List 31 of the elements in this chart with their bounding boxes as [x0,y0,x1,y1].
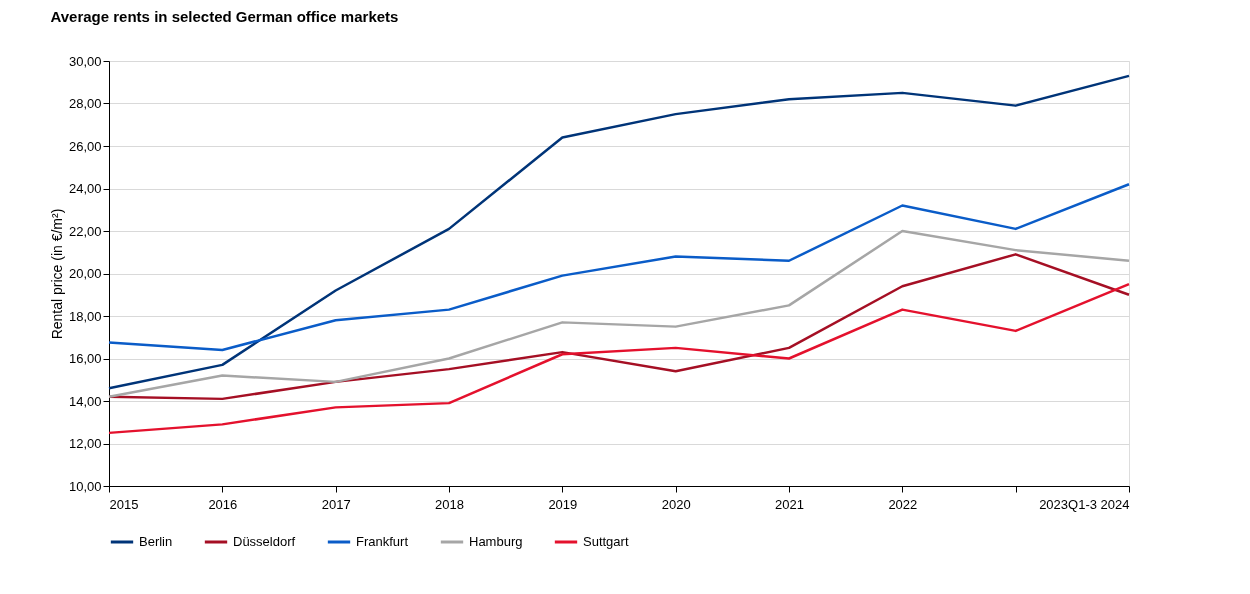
y-tick-label: 14,00 [68,393,102,409]
legend-label: Berlin [139,534,173,549]
y-tick-label: 22,00 [68,223,102,239]
y-tick-label: 24,00 [68,181,102,196]
y-tick-label: 20,00 [68,266,102,281]
x-tick-label: 2023Q1-3 2024 [1039,496,1130,512]
x-tick-label: 2015 [109,496,139,512]
y-tick-label: 12,00 [68,436,102,451]
x-tick-label: 2016 [208,496,238,512]
legend-label: Suttgart [583,534,629,549]
y-tick-label: 30,00 [68,53,102,69]
chart-title: Average rents in selected German office markets [50,8,399,25]
y-axis-title: Rental price (in €/m²) [48,208,65,340]
legend-label: Düsseldorf [233,534,296,549]
x-tick-label: 2020 [661,496,691,512]
x-tick-label: 2021 [775,496,804,512]
legend-label: Hamburg [469,534,523,549]
y-tick-label: 18,00 [68,308,102,324]
line-series [107,282,1131,435]
line-series [107,183,1131,352]
line-series [107,229,1131,398]
y-tick-label: 16,00 [68,351,102,366]
x-tick-label: 2017 [321,496,351,512]
x-tick-label: 2018 [435,496,464,512]
line-series [107,74,1131,390]
y-tick-label: 26,00 [68,138,102,154]
y-tick-label: 28,00 [68,96,102,111]
x-tick-label: 2019 [548,496,578,512]
legend-label: Frankfurt [356,534,409,549]
y-tick-label: 10,00 [68,478,102,494]
x-tick-label: 2022 [888,496,918,512]
